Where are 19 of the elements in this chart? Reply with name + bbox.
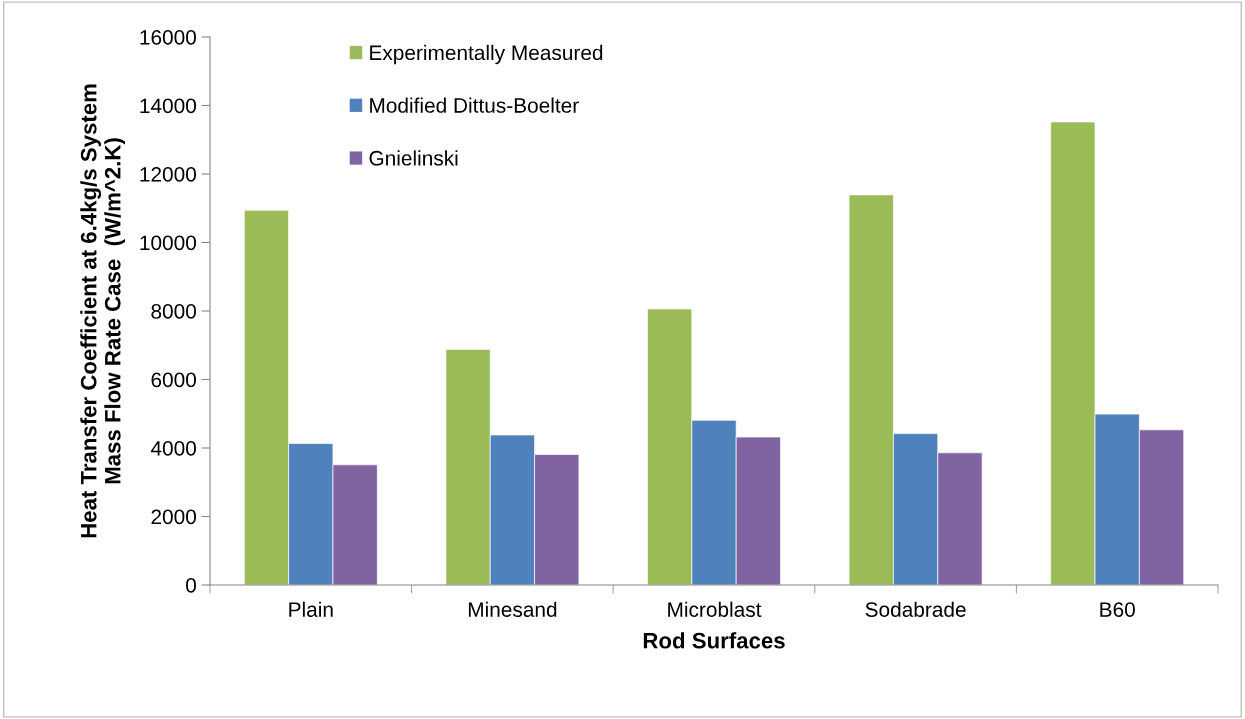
x-tick-label: Minesand <box>468 601 557 617</box>
legend-label: Gnielinski <box>369 150 458 166</box>
x-axis-title: Rod Surfaces <box>643 632 785 649</box>
x-tick-label: Sodabrade <box>865 601 966 617</box>
y-tick-label: 16000 <box>140 30 196 45</box>
y-tick-label: 4000 <box>150 441 196 456</box>
y-tick-label: 12000 <box>140 167 196 182</box>
y-tick-label: 6000 <box>151 372 196 388</box>
y-tick-label: 0 <box>186 578 196 593</box>
x-tick-label: B60 <box>1100 602 1135 617</box>
y-tick-label: 10000 <box>140 235 196 251</box>
y-axis-title: Heat Transfer Coefficient at 6.4kg/s System Mass Flow Rate Case (W/m^2.K) <box>80 84 125 538</box>
legend-label: Experimentally Measured <box>370 44 603 65</box>
legend-label: Modified Dittus-Boelter <box>370 97 579 113</box>
x-tick-label: Plain <box>289 601 333 617</box>
y-tick-label: 2000 <box>151 509 196 525</box>
x-tick-label: Microblast <box>668 601 762 617</box>
y-tick-label: 14000 <box>140 98 196 114</box>
y-tick-label: 8000 <box>151 304 196 319</box>
